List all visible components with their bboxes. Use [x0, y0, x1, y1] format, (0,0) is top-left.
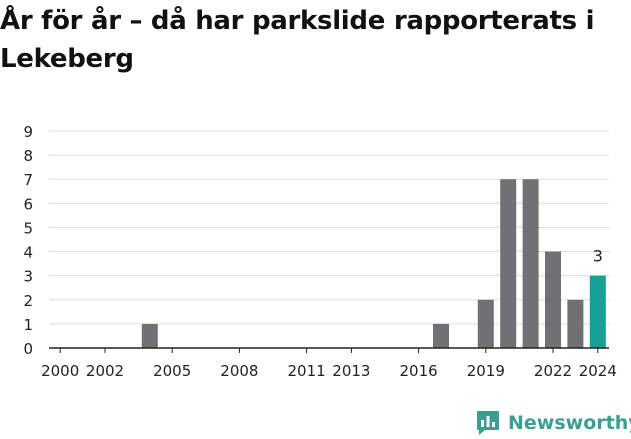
data-label-2024: 3	[593, 247, 603, 266]
chart-title: År för år – då har parkslide rapporterat…	[0, 6, 595, 74]
x-tick-label: 2005	[153, 362, 191, 380]
y-axis-tick-labels: 0 1 2 3 4 5 6 7 8 9	[23, 123, 33, 358]
bar-2022	[545, 251, 561, 348]
bar-2021	[522, 179, 539, 348]
x-tick-label: 2002	[86, 362, 124, 380]
y-tick-label: 0	[23, 340, 33, 358]
newsworthy-logo-icon	[477, 411, 499, 435]
x-axis: 2000 2002 2005 2008 2011 2013 2016 2019 2022 2024	[41, 347, 617, 380]
x-tick-label: 2016	[400, 362, 438, 380]
bar-2019	[477, 299, 494, 348]
y-tick-label: 7	[23, 171, 33, 189]
y-tick-label: 2	[23, 292, 33, 310]
bar-2020	[500, 179, 517, 348]
x-tick-label: 2008	[220, 362, 258, 380]
bars	[141, 179, 606, 348]
x-tick-label: 2011	[288, 362, 326, 380]
x-tick-label: 2000	[41, 362, 79, 380]
x-tick-label: 2013	[332, 362, 370, 380]
newsworthy-brand: Newsworthy	[476, 408, 631, 438]
brand-name: Newsworthy	[508, 412, 631, 434]
y-tick-label: 5	[23, 219, 33, 237]
y-tick-label: 6	[23, 195, 33, 213]
y-tick-label: 1	[23, 316, 33, 334]
bar-2004	[141, 323, 158, 348]
y-tick-label: 4	[23, 244, 33, 262]
y-tick-label: 3	[23, 268, 33, 286]
data-labels: 3	[593, 247, 603, 266]
bar-2023	[567, 299, 584, 348]
x-tick-label: 2024	[579, 362, 617, 380]
x-tick-label: 2019	[467, 362, 505, 380]
bar-2017	[433, 323, 449, 348]
bar-2024	[589, 275, 606, 348]
y-tick-label: 9	[23, 123, 33, 141]
x-tick-label: 2022	[534, 362, 572, 380]
y-tick-label: 8	[23, 147, 33, 165]
